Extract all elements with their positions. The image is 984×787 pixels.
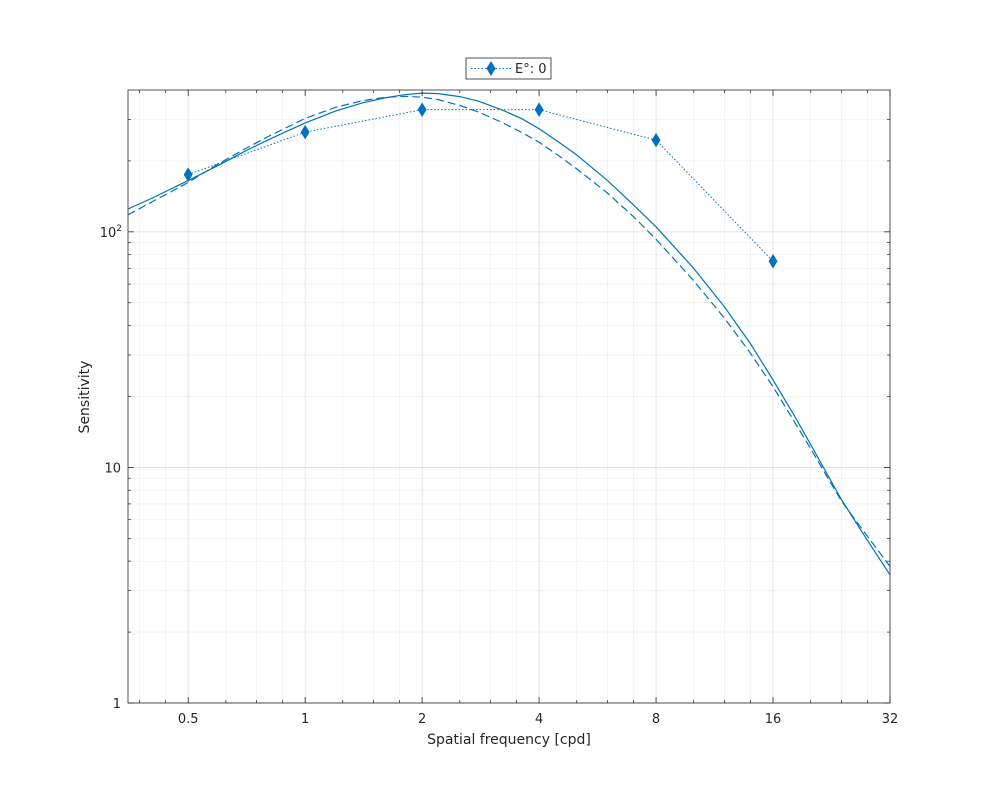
y-tick-label: 1: [113, 697, 121, 712]
y-tick-label: 102: [100, 224, 122, 241]
data-point-diamond: [534, 102, 544, 117]
data-point-diamond: [651, 132, 661, 148]
series-dotted-line: [188, 109, 774, 262]
x-tick-label: 0.5: [178, 712, 199, 727]
x-tick-labels: 0.5 1 2 4 8 16 32: [178, 712, 898, 727]
x-tick-label: 2: [418, 712, 426, 727]
series-dashed-line: [127, 95, 891, 567]
tick-marks: [128, 90, 891, 704]
y-axis-label: Sensitivity: [77, 361, 93, 434]
y-tick-label-exponent: 2: [116, 224, 122, 234]
x-tick-label: 32: [882, 712, 899, 727]
legend: E°: 0: [465, 57, 552, 80]
series-solid-line: [127, 92, 891, 576]
x-tick-label: 1: [301, 712, 309, 727]
legend-diamond-marker: [486, 61, 496, 76]
x-tick-label: 4: [535, 712, 543, 727]
data-point-diamond: [417, 102, 427, 117]
y-tick-label: 10: [104, 461, 121, 476]
minor-grid: [128, 90, 890, 703]
y-tick-label-base: 10: [100, 226, 117, 241]
legend-box: [465, 57, 552, 80]
x-axis-label: Spatial frequency [cpd]: [427, 732, 591, 748]
legend-entry-label: E°: 0: [515, 62, 547, 77]
data-point-diamond: [300, 124, 310, 140]
x-tick-label: 8: [652, 712, 660, 727]
series-layer: [127, 92, 891, 576]
x-tick-label: 16: [765, 712, 782, 727]
data-point-diamond: [768, 254, 778, 269]
